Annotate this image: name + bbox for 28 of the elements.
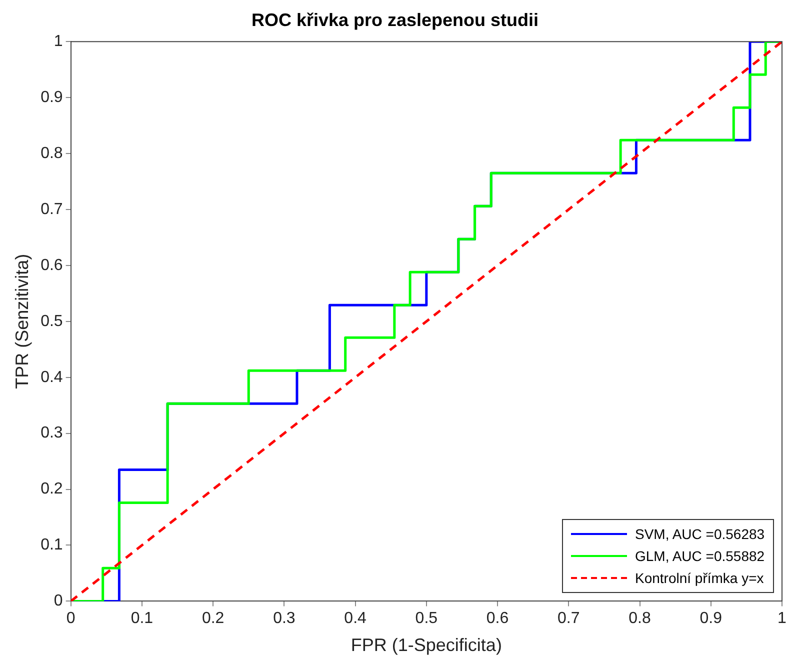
y-tick-label: 0.6 (40, 256, 63, 274)
y-tick-label: 0.5 (40, 312, 63, 330)
y-axis-title: TPR (Senzitivita) (12, 254, 32, 389)
x-tick-label: 0.4 (344, 610, 367, 628)
y-tick-label: 0.3 (40, 424, 63, 442)
y-tick-label: 0 (54, 592, 63, 610)
x-tick-label: 0.1 (130, 610, 154, 628)
y-tick-label: 0.9 (40, 88, 63, 106)
x-tick-label: 1 (778, 610, 787, 628)
y-tick-label: 0.7 (40, 200, 63, 218)
x-tick-label: 0.3 (273, 610, 296, 628)
y-tick-label: 0.1 (40, 536, 63, 554)
x-tick-label: 0.9 (700, 610, 722, 628)
x-axis-title: FPR (1-Specificita) (350, 635, 502, 656)
y-tick-label: 1 (54, 33, 63, 50)
y-tick-label: 0.4 (40, 368, 63, 386)
x-tick-label: 0 (66, 610, 76, 628)
x-tick-label: 0.2 (202, 610, 224, 628)
x-tick-label: 0.8 (628, 610, 651, 628)
y-tick-label: 0.8 (40, 144, 63, 162)
y-tick-label: 0.2 (40, 480, 63, 498)
x-tick-label: 0.5 (415, 610, 438, 628)
x-tick-label: 0.6 (486, 610, 509, 628)
legend-label: Kontrolní přímka y=x (635, 570, 764, 586)
chart-title: ROC křivka pro zaslepenou studii (251, 10, 539, 30)
x-tick-label: 0.7 (558, 610, 580, 628)
legend-label: SVM, AUC =0.56283 (635, 526, 765, 542)
legend-label: GLM, AUC =0.55882 (635, 548, 765, 564)
